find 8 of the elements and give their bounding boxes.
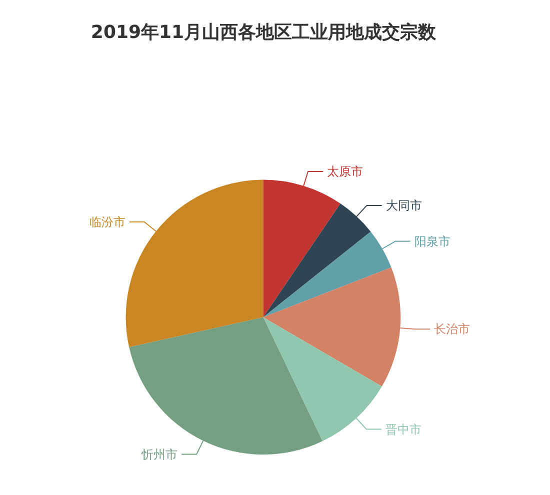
- chart-title: 2019年11月山西各地区工业用地成交宗数: [90, 22, 438, 43]
- slice-label: 阳泉市: [414, 234, 450, 248]
- slice-label: 长治市: [434, 322, 470, 336]
- slice-label: 大同市: [386, 198, 422, 212]
- slice-label: 临汾市: [89, 214, 126, 229]
- slice-label: 太原市: [327, 164, 364, 179]
- slice-label: 晋中市: [385, 422, 422, 436]
- slice-label: 忻州市: [140, 447, 178, 462]
